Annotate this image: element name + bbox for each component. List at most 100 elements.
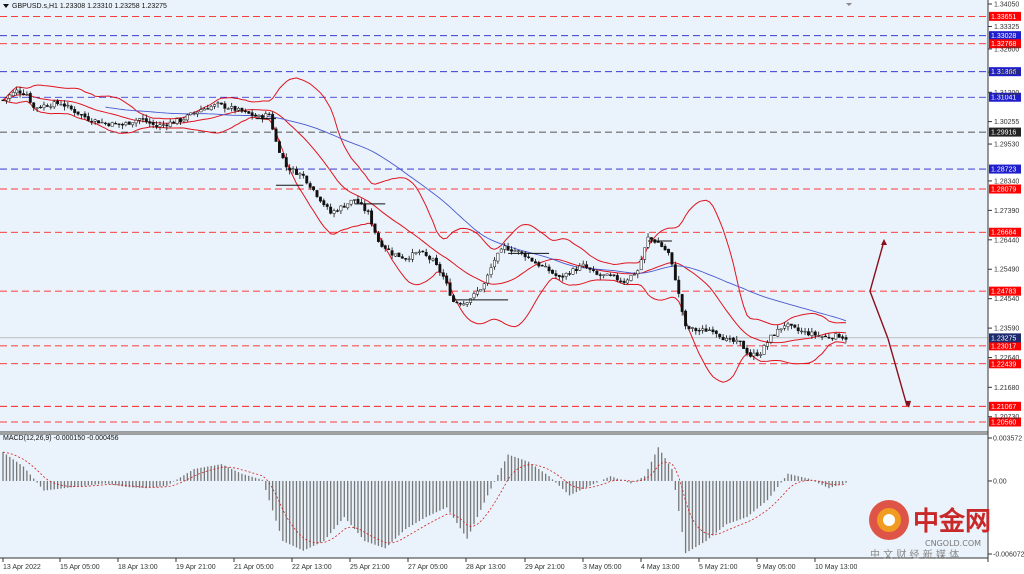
candle-body: [636, 270, 640, 275]
candle-body: [690, 327, 694, 329]
level-tag: [989, 286, 1021, 296]
candle-body: [482, 283, 486, 290]
x-tick-label: 29 Apr 21:00: [525, 564, 565, 571]
candle-body: [803, 331, 807, 333]
candle-body: [325, 204, 329, 207]
x-tick-label: 28 Apr 13:00: [466, 564, 506, 571]
candle-body: [366, 210, 370, 212]
candle-body: [97, 120, 101, 124]
candle-body: [626, 279, 630, 284]
level-label: 1.29916: [991, 130, 1016, 137]
candle-body: [673, 264, 677, 281]
candle-body: [407, 258, 411, 260]
candle-body: [233, 105, 237, 111]
arrow-line: [887, 338, 908, 407]
candle-body: [475, 290, 479, 295]
candle-body: [363, 203, 367, 211]
candle-body: [827, 336, 831, 339]
bollinger-middle: [2, 94, 847, 344]
candle-body: [213, 104, 217, 107]
level-label: 1.32768: [991, 41, 1016, 48]
candle-body: [581, 263, 585, 267]
candle-body: [506, 246, 510, 251]
candle-body: [158, 124, 162, 128]
x-tick-label: 18 Apr 13:00: [118, 564, 158, 571]
candle-body: [424, 252, 428, 256]
candle-body: [469, 298, 473, 303]
candle-body: [458, 303, 462, 305]
candle-body: [390, 250, 394, 256]
candle-body: [155, 125, 159, 127]
candle-body: [574, 268, 578, 271]
watermark-tagline: 中 文 财 经 新 媒 体: [870, 548, 959, 561]
candle-body: [243, 110, 247, 112]
candle-body: [776, 329, 780, 337]
symbol-header: GBPUSD.s,H1 1.23308 1.23310 1.23258 1.23…: [12, 3, 167, 10]
level-label: 1.26684: [991, 230, 1016, 237]
flag-lines: [255, 118, 672, 301]
candle-body: [448, 282, 452, 296]
scroll-marker-icon[interactable]: [846, 3, 852, 6]
y-tick-label: 1.26440: [994, 237, 1019, 244]
level-tag: [989, 401, 1021, 411]
candle-body: [462, 303, 466, 306]
level-label: 1.31866: [991, 69, 1016, 76]
candle-body: [677, 279, 681, 294]
dropdown-icon[interactable]: [3, 4, 9, 8]
y-tick-label: 1.21680: [994, 385, 1019, 392]
y-tick-label: 1.22640: [994, 355, 1019, 362]
candle-body: [431, 258, 435, 261]
candle-body: [264, 113, 268, 119]
y-tick-label: 1.32600: [994, 46, 1019, 53]
candle-body: [602, 274, 606, 276]
candle-body: [342, 205, 346, 208]
candle-body: [4, 97, 8, 101]
candle-body: [247, 111, 251, 114]
candle-body: [182, 119, 186, 122]
candle-body: [779, 328, 783, 331]
candle-body: [766, 342, 769, 347]
candle-body: [121, 123, 124, 126]
candle-body: [486, 274, 490, 284]
bollinger-bands: [2, 77, 847, 383]
candle-body: [189, 112, 193, 116]
candle-body: [585, 264, 589, 269]
candle-body: [704, 328, 708, 332]
candle-body: [629, 275, 633, 281]
candle-body: [759, 354, 763, 356]
candle-body: [315, 190, 319, 197]
level-label: 1.23017: [991, 343, 1016, 350]
y-tick-label: 1.24540: [994, 296, 1019, 303]
candle-body: [52, 101, 56, 108]
candle-body: [841, 336, 845, 339]
candle-body: [417, 251, 421, 253]
candle-body: [650, 237, 653, 240]
candle-body: [370, 210, 374, 225]
candle-body: [445, 275, 449, 284]
candle-body: [373, 223, 377, 233]
level-tag: [989, 164, 1021, 174]
candle-body: [254, 114, 258, 117]
macd-tick-label: -0.006072: [993, 552, 1024, 559]
level-tag: [989, 227, 1021, 237]
candle-body: [131, 122, 135, 126]
candle-body: [90, 120, 94, 123]
candle-body: [298, 173, 302, 176]
candle-body: [226, 108, 230, 110]
candle-body: [527, 256, 531, 258]
candle-body: [452, 295, 455, 302]
candle-body: [39, 106, 42, 109]
candle-body: [496, 252, 500, 262]
candle-body: [513, 250, 517, 252]
candle-body: [609, 274, 612, 276]
candle-body: [168, 121, 172, 127]
candle-body: [332, 210, 336, 214]
candle-body: [411, 252, 415, 260]
level-label: 1.33028: [991, 33, 1016, 40]
candle-body: [800, 330, 804, 333]
candle-body: [830, 337, 834, 340]
candle-body: [260, 115, 264, 119]
candle-body: [223, 103, 227, 109]
candle-body: [745, 347, 749, 354]
